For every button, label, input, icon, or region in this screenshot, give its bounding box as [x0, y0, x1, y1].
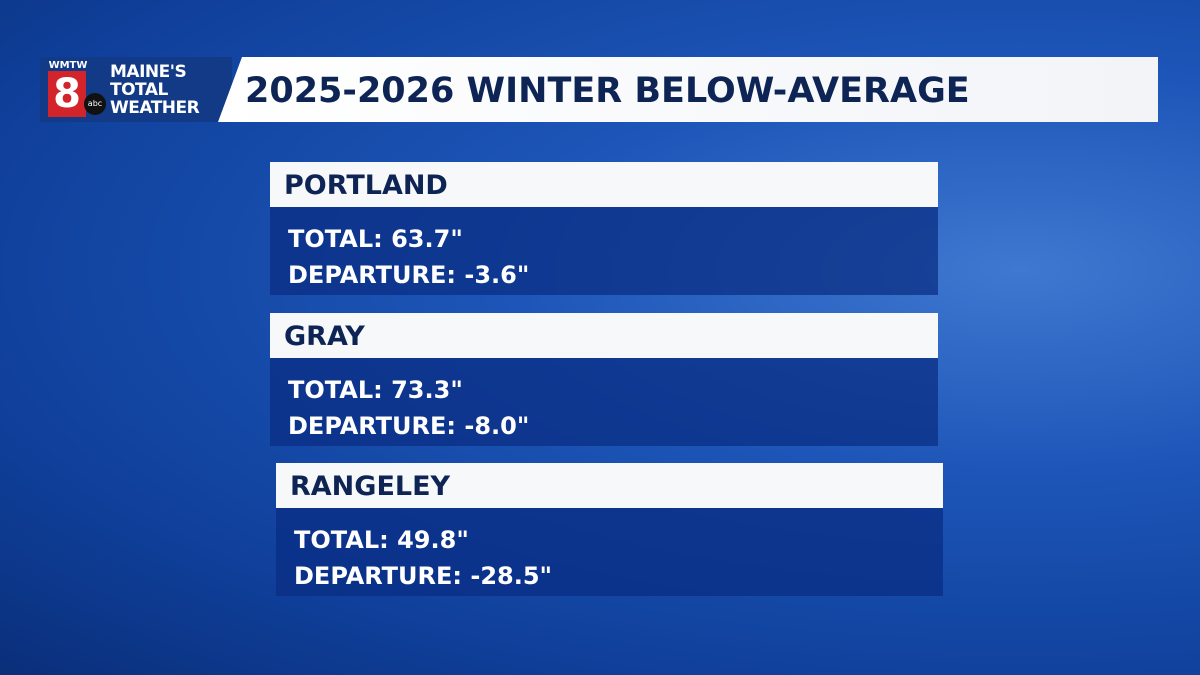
- card-departure: DEPARTURE: -28.5": [294, 562, 553, 590]
- card: PORTLAND TOTAL: 63.7" DEPARTURE: -3.6": [270, 162, 938, 295]
- logo-network: abc: [84, 93, 106, 115]
- logo: WMTW 8 abc MAINE'S TOTAL WEATHER: [40, 57, 232, 122]
- card-name: RANGELEY: [276, 463, 943, 508]
- card-total: TOTAL: 49.8": [294, 526, 469, 554]
- card-body: TOTAL: 49.8" DEPARTURE: -28.5": [276, 508, 943, 596]
- card-name: GRAY: [270, 313, 938, 358]
- card: GRAY TOTAL: 73.3" DEPARTURE: -8.0": [270, 313, 938, 446]
- logo-station: WMTW: [48, 60, 88, 71]
- title: 2025-2026 WINTER BELOW-AVERAGE: [245, 71, 970, 111]
- logo-number: 8: [48, 71, 86, 117]
- logo-line: TOTAL: [110, 80, 168, 100]
- logo-line: MAINE'S: [110, 62, 187, 82]
- card-body: TOTAL: 73.3" DEPARTURE: -8.0": [270, 358, 938, 446]
- logo-line: WEATHER: [110, 98, 200, 118]
- card-total: TOTAL: 63.7": [288, 225, 463, 253]
- card: RANGELEY TOTAL: 49.8" DEPARTURE: -28.5": [276, 463, 943, 596]
- card-total: TOTAL: 73.3": [288, 376, 463, 404]
- title-bar: [218, 57, 1158, 122]
- card-departure: DEPARTURE: -8.0": [288, 412, 530, 440]
- card-body: TOTAL: 63.7" DEPARTURE: -3.6": [270, 207, 938, 295]
- card-departure: DEPARTURE: -3.6": [288, 261, 530, 289]
- card-name: PORTLAND: [270, 162, 938, 207]
